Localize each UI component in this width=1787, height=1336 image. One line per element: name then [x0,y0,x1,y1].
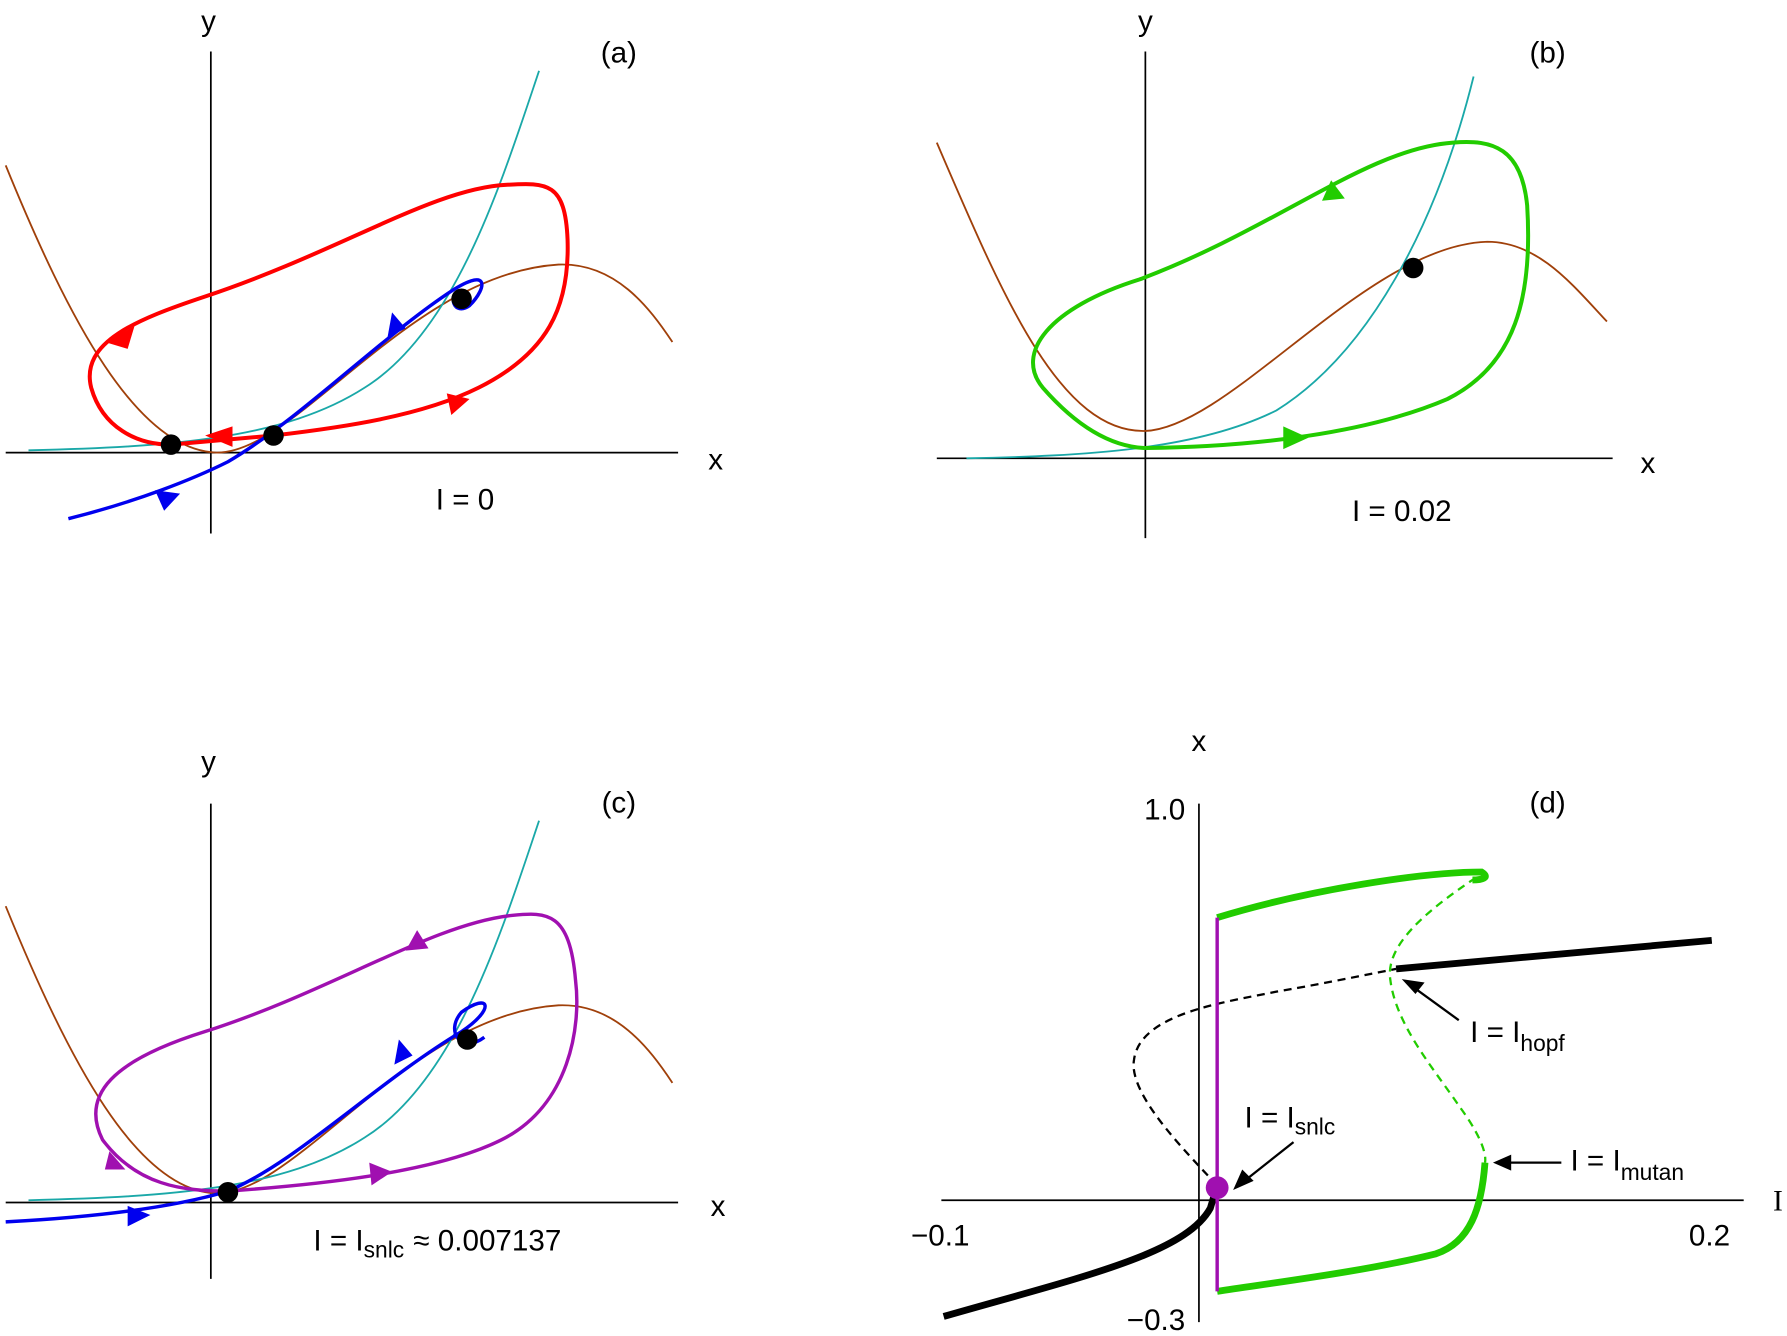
fixed-point [451,288,472,310]
arrow [405,930,429,951]
arrow [394,1039,413,1065]
unstable-cycle-branch [1388,876,1487,1163]
panel-label: (c) [602,787,637,820]
annotation-text: I = I [1470,1016,1520,1049]
arrowhead [1233,1169,1254,1190]
y-label: y [201,746,216,779]
annotation: I = 0 [436,483,494,516]
arrow [446,393,470,415]
pointer [1412,986,1460,1022]
annotation: I = 0.02 [1352,495,1452,528]
stable-branch [1395,936,1713,973]
y-label: x [1192,725,1207,758]
cycle-branch [1216,1162,1489,1295]
panel-label: (a) [601,37,637,70]
arrow [104,326,135,349]
annotation-subscript: snlc [1295,1113,1336,1139]
cycle-branch [1216,868,1489,921]
x-label: x [708,444,723,477]
tick-label: 0.2 [1689,1220,1730,1253]
y-label: y [1138,5,1153,38]
arrow [1283,426,1309,450]
arrow [369,1162,393,1186]
tick-label: −0.3 [1127,1304,1185,1336]
fixed-point [217,1181,239,1203]
x-label: x [1641,447,1656,480]
unstable-branch [1132,967,1397,1187]
fixed-point [160,434,182,455]
fixed-point [457,1029,478,1050]
fixed-point [263,425,284,446]
panel-c: y x (c) I = Isnlc ≈ 0.007137 [4,746,726,1279]
panel-label: (b) [1530,37,1566,70]
orbit [67,278,484,521]
annotation-text: I = I [313,1224,363,1257]
arrow [127,1205,151,1227]
y-label: y [201,5,216,38]
arrowhead [1401,979,1425,994]
orbit [94,912,579,1193]
arrow [1322,180,1345,201]
panel-d: x I (d) 1.0 −0.3 −0.1 0.2 I = Ihopf I = … [911,725,1783,1336]
nullcline [4,165,674,454]
fixed-point [1402,257,1424,279]
tick-label: 1.0 [1144,793,1185,826]
nullcline [4,905,674,1195]
arrow [104,1151,126,1170]
snlc-point [1205,1176,1229,1200]
pointer [1243,1141,1295,1182]
annotation: I = Isnlc [1245,1101,1336,1139]
arrow [154,490,181,511]
arrow [387,312,406,338]
annotation-text: I = I [1245,1101,1295,1134]
arrow [205,426,233,447]
x-label: I [1773,1185,1783,1217]
orbit [87,182,570,447]
annotation: I = Imutan [1570,1144,1684,1185]
annotation: I = Ihopf [1470,1016,1565,1057]
annotation-suffix: ≈ 0.007137 [413,1224,561,1257]
annotation-subscript: mutan [1621,1159,1684,1185]
nullcline [966,76,1475,460]
annotation-subscript: snlc [364,1237,405,1263]
x-label: x [711,1190,726,1223]
nullcline [28,820,540,1202]
tick-label: −0.1 [911,1220,969,1253]
panel-a: y x (a) I = 0 [4,5,723,534]
arrowhead [1492,1154,1512,1171]
panel-label: (d) [1530,787,1566,820]
orbit [5,1001,487,1224]
nullcline [935,142,1608,432]
stable-branch [942,1184,1221,1320]
annotation-subscript: hopf [1520,1030,1565,1056]
limit-cycle [1031,140,1531,451]
panel-b: y x (b) I = 0.02 [935,5,1656,539]
annotation-text: I = I [1570,1144,1620,1177]
annotation: I = Isnlc ≈ 0.007137 [313,1224,561,1262]
